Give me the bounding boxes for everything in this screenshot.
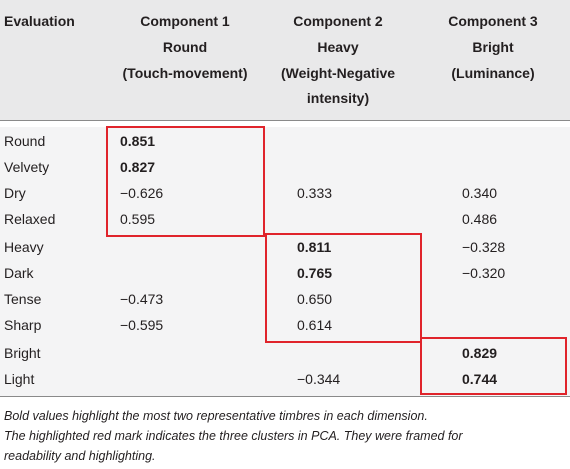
cell-component-2: 0.765 [297,265,333,281]
table-header: Evaluation Component 1 Round (Touch-move… [0,0,570,121]
row-label: Round [4,133,46,149]
table-body [0,127,570,397]
table-row: Dark 0.765 −0.320 [0,260,570,286]
cell-component-2: 0.650 [297,291,333,307]
cell-component-1: −0.595 [120,317,164,333]
cell-component-3: −0.320 [462,265,506,281]
header-component-1: Component 1 Round (Touch-movement) [104,8,266,86]
table-row: Heavy 0.811 −0.328 [0,234,570,260]
row-label: Relaxed [4,211,56,227]
cluster-frame-component-2 [265,233,422,343]
component-title: Component 1 [140,13,230,29]
cell-component-1: 0.595 [120,211,156,227]
cell-component-1: −0.473 [120,291,164,307]
table-row: Dry −0.626 0.333 0.340 [0,180,570,206]
component-name: Round [162,39,208,55]
cell-component-3: 0.744 [462,371,498,387]
row-label: Bright [4,345,41,361]
cell-component-3: 0.340 [462,185,498,201]
footnote: The highlighted red mark indicates the t… [4,429,463,443]
footnote: Bold values highlight the most two repre… [4,409,428,423]
table-row: Velvety 0.827 [0,154,570,180]
cell-component-2: 0.811 [297,239,332,255]
row-label: Sharp [4,317,42,333]
row-label: Tense [4,291,42,307]
component-desc: (Weight-Negative [280,65,396,81]
row-label: Light [4,371,35,387]
cell-component-2: −0.344 [297,371,341,387]
cell-component-2: 0.614 [297,317,333,333]
table-row: Light −0.344 0.744 [0,366,570,392]
cell-component-1: −0.626 [120,185,164,201]
cell-component-3: 0.829 [462,345,498,361]
footnote: readability and highlighting. [4,449,156,463]
table-row: Sharp −0.595 0.614 [0,312,570,338]
component-desc: (Touch-movement) [122,65,248,81]
row-label: Velvety [4,159,50,175]
component-title: Component 2 [293,13,383,29]
table-row: Tense −0.473 0.650 [0,286,570,312]
table-row: Relaxed 0.595 0.486 [0,206,570,232]
row-label: Heavy [4,239,44,255]
table-row: Bright 0.829 [0,340,570,366]
header-component-3: Component 3 Bright (Luminance) [418,8,568,86]
row-label: Dark [4,265,34,281]
cell-component-2: 0.333 [297,185,333,201]
table-footnotes: Bold values highlight the most two repre… [4,406,566,466]
cell-component-3: 0.486 [462,211,498,227]
row-label: Dry [4,185,26,201]
table-row: Round 0.851 [0,128,570,154]
component-desc: (Luminance) [451,65,535,81]
cell-component-1: 0.827 [120,159,156,175]
component-title: Component 3 [448,13,538,29]
header-evaluation: Evaluation [4,13,75,29]
component-name: Heavy [317,39,359,55]
cluster-frame-component-1 [106,126,265,237]
component-name: Bright [472,39,514,55]
cluster-frame-component-3 [420,337,567,395]
cell-component-3: −0.328 [462,239,506,255]
component-desc-line2: intensity) [306,90,370,106]
header-component-2: Component 2 Heavy (Weight-Negative inten… [258,8,418,108]
cell-component-1: 0.851 [120,133,156,149]
